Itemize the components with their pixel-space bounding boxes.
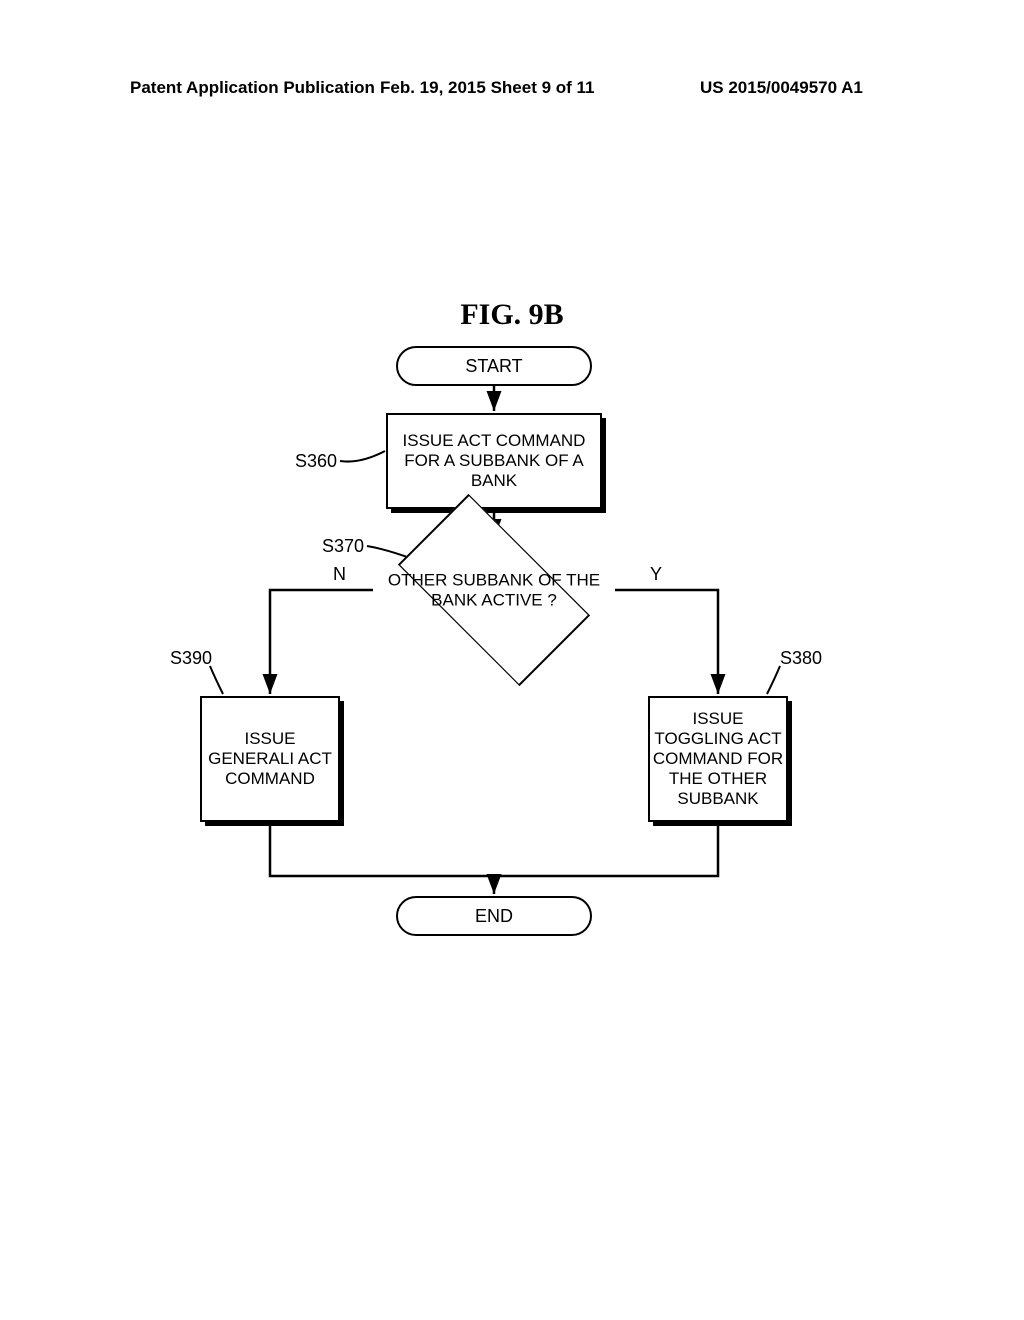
process-s360: ISSUE ACT COMMAND FOR A SUBBANK OF A BAN… xyxy=(386,413,602,509)
decision-no-label: N xyxy=(333,564,346,585)
header-right: US 2015/0049570 A1 xyxy=(700,78,863,98)
start-label: START xyxy=(465,356,522,377)
header-left: Patent Application Publication xyxy=(130,78,375,98)
end-node: END xyxy=(396,896,592,936)
ref-s360: S360 xyxy=(295,451,337,472)
ref-s380: S380 xyxy=(780,648,822,669)
ref-s390: S390 xyxy=(170,648,212,669)
end-label: END xyxy=(475,906,513,927)
decision-yes-label: Y xyxy=(650,564,662,585)
process-s360-label: ISSUE ACT COMMAND FOR A SUBBANK OF A BAN… xyxy=(388,431,600,491)
decision-s370-label: OTHER SUBBANK OF THE BANK ACTIVE ? xyxy=(364,570,624,609)
flowchart: START ISSUE ACT COMMAND FOR A SUBBANK OF… xyxy=(210,346,810,936)
process-s380: ISSUE TOGGLING ACT COMMAND FOR THE OTHER… xyxy=(648,696,788,822)
figure-title: FIG. 9B xyxy=(0,298,1024,332)
header-center: Feb. 19, 2015 Sheet 9 of 11 xyxy=(380,78,595,98)
process-s380-label: ISSUE TOGGLING ACT COMMAND FOR THE OTHER… xyxy=(650,709,786,809)
process-s390: ISSUE GENERALI ACT COMMAND xyxy=(200,696,340,822)
start-node: START xyxy=(396,346,592,386)
process-s390-label: ISSUE GENERALI ACT COMMAND xyxy=(202,729,338,789)
ref-s370: S370 xyxy=(322,536,364,557)
